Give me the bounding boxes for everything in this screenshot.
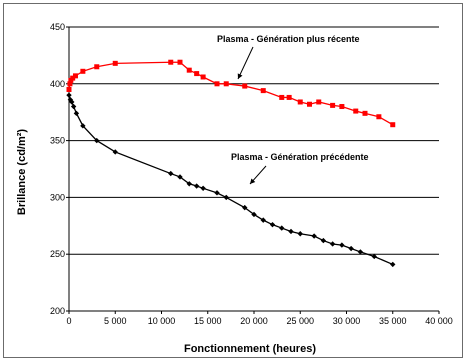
series-line-0	[68, 61, 394, 126]
data-point	[316, 99, 322, 105]
data-point	[80, 123, 86, 129]
grid	[69, 26, 439, 255]
data-point	[348, 245, 354, 252]
data-point	[357, 249, 364, 255]
data-point	[186, 181, 192, 187]
data-point	[279, 94, 285, 100]
arrow-head-icon	[237, 73, 243, 79]
data-point	[73, 110, 80, 117]
data-point	[66, 92, 72, 98]
data-point	[67, 81, 73, 87]
data-point	[67, 97, 74, 103]
data-point	[297, 231, 303, 237]
series-line-1	[68, 94, 394, 266]
data-point	[223, 81, 229, 87]
data-point	[260, 217, 266, 223]
data-point	[390, 261, 396, 268]
data-point	[177, 174, 183, 180]
annotation-label: Plasma - Génération plus récente	[217, 34, 360, 44]
data-point	[80, 68, 86, 74]
annotation-label: Plasma - Génération précédente	[231, 152, 369, 162]
series-layer	[66, 59, 396, 268]
data-point	[269, 221, 276, 228]
data-point	[186, 67, 192, 73]
annotations: Plasma - Génération plus récente Plasma -…	[217, 34, 369, 185]
y-axis-title: Brillance (cd/m²)	[16, 129, 28, 216]
y-tick-label: 350	[50, 136, 65, 146]
y-tick-label: 300	[50, 192, 65, 202]
data-point	[242, 204, 248, 211]
data-point	[251, 211, 257, 218]
y-tick-label: 200	[50, 306, 65, 316]
data-point	[200, 74, 206, 80]
y-tick-label: 250	[50, 249, 65, 259]
data-point	[362, 110, 368, 116]
data-point	[286, 94, 292, 100]
x-tick-label: 10 000	[148, 316, 176, 326]
axes	[66, 26, 440, 314]
data-point	[311, 233, 317, 239]
data-point	[279, 225, 285, 231]
data-point	[390, 122, 396, 128]
y-tick-label: 450	[50, 22, 65, 32]
x-tick-label: 30 000	[333, 316, 361, 326]
data-point	[329, 241, 336, 247]
annotation-arrow-line	[237, 46, 254, 80]
data-point	[112, 60, 118, 66]
data-point	[72, 73, 78, 79]
data-point	[376, 114, 382, 120]
x-tick-label: 40 000	[425, 316, 453, 326]
x-tick-label: 0	[66, 316, 71, 326]
data-point	[193, 183, 200, 189]
data-point	[330, 102, 336, 108]
series-0	[66, 59, 396, 128]
y-tick-label: 400	[50, 79, 65, 89]
data-point	[371, 253, 377, 260]
data-point	[94, 64, 100, 70]
data-point	[168, 59, 174, 65]
data-point	[353, 108, 359, 114]
data-point	[94, 137, 100, 144]
tick-labels: 200 250 300 350 400 450 0 5 000 10 000 15 000 20 0…	[50, 22, 453, 326]
data-point	[214, 190, 220, 196]
x-tick-label: 5 000	[104, 316, 127, 326]
data-point	[177, 59, 183, 65]
series-1	[66, 92, 396, 268]
chart-frame	[3, 3, 463, 358]
data-point	[214, 81, 220, 87]
x-tick-label: 25 000	[286, 316, 314, 326]
data-point	[168, 170, 174, 177]
x-tick-label: 20 000	[240, 316, 268, 326]
x-axis-title: Fonctionnement (heures)	[184, 343, 316, 355]
x-tick-label: 35 000	[379, 316, 407, 326]
data-point	[339, 104, 345, 110]
data-point	[320, 237, 327, 244]
data-point	[69, 99, 75, 105]
data-point	[70, 103, 77, 110]
data-point	[194, 71, 200, 77]
x-tick-label: 15 000	[194, 316, 222, 326]
data-point	[297, 99, 303, 105]
arrow-head-icon	[250, 178, 256, 184]
data-point	[288, 228, 294, 235]
data-point	[200, 185, 206, 192]
data-point	[223, 194, 229, 201]
data-point	[112, 149, 118, 155]
data-point	[307, 101, 312, 107]
data-point	[70, 75, 76, 81]
data-point	[260, 88, 266, 94]
data-point	[242, 83, 248, 89]
data-point	[66, 86, 72, 92]
data-point	[339, 242, 345, 248]
